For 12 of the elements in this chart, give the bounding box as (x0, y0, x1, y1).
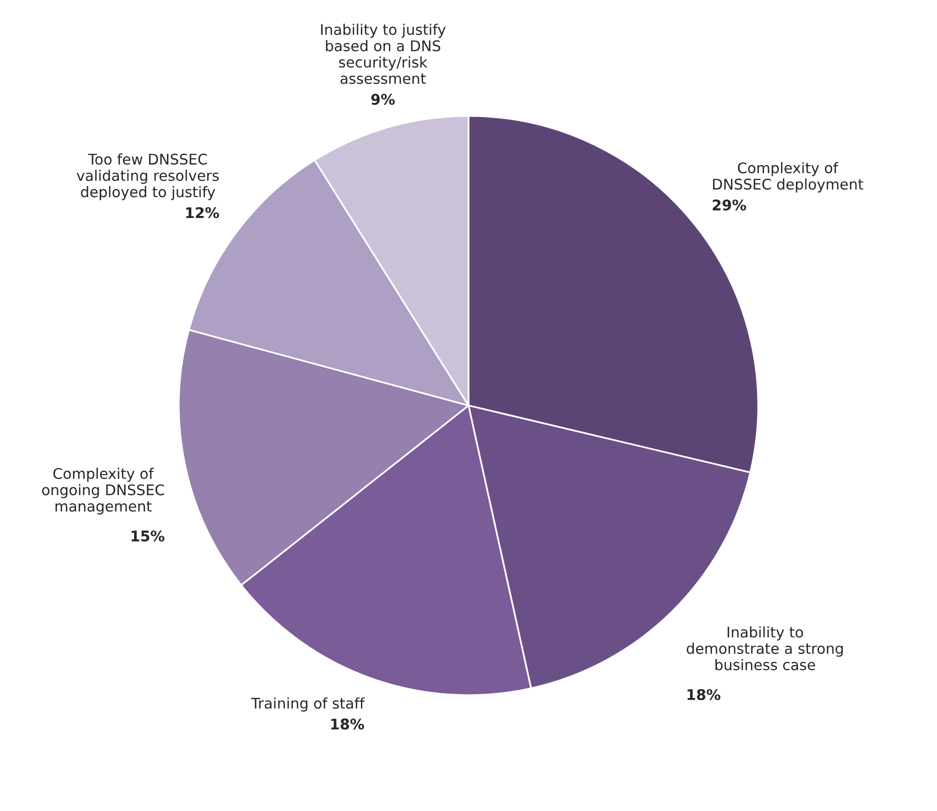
slice-label: Inability to justify based on a DNS security/risk assessment (321, 24, 446, 84)
data-label: 9% (371, 94, 395, 105)
data-label: 12% (186, 207, 220, 218)
slice-label: Inability to demonstrate a strong business case (686, 626, 843, 670)
data-label: 18% (688, 689, 720, 700)
slice-label: Complexity of DNSSEC deployment (713, 162, 864, 193)
slice-label: Training of staff (251, 697, 365, 712)
data-label: 15% (132, 530, 164, 542)
data-label: 29% (712, 199, 746, 211)
slice-label: Too few DNSSEC validating resolvers deployed to justify (76, 153, 219, 200)
data-label: 18% (331, 718, 364, 730)
slice-label: Complexity of ongoing DNSSEC management (42, 468, 164, 515)
